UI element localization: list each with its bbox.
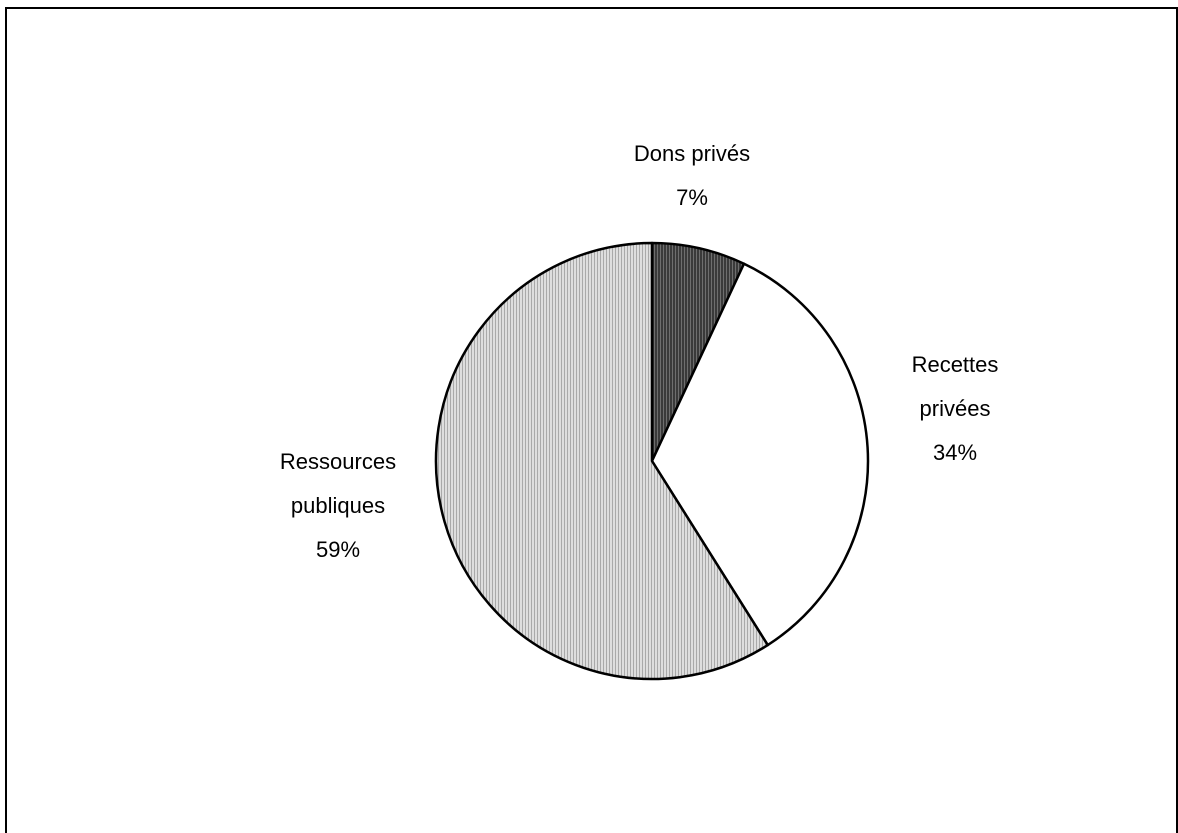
pie-slice-2-label: privées: [920, 396, 991, 421]
pie-slice-3: [434, 241, 769, 681]
pie-labels: Dons privés 7% Recettes privées 34% Ressource…: [280, 141, 998, 562]
pie-slices: [434, 241, 870, 681]
pie-slice-1-label: Dons privés: [634, 141, 750, 166]
pie-slice-1-percent: 7%: [676, 185, 708, 210]
pie-slice-2: [650, 262, 870, 647]
pie-slice-3-label: publiques: [291, 493, 385, 518]
pie-slice-2-percent: 34%: [933, 440, 977, 465]
pie-slice-2-label: Recettes: [912, 352, 999, 377]
pie-slice-3-percent: 59%: [316, 537, 360, 562]
pie-slice-3-label: Ressources: [280, 449, 396, 474]
